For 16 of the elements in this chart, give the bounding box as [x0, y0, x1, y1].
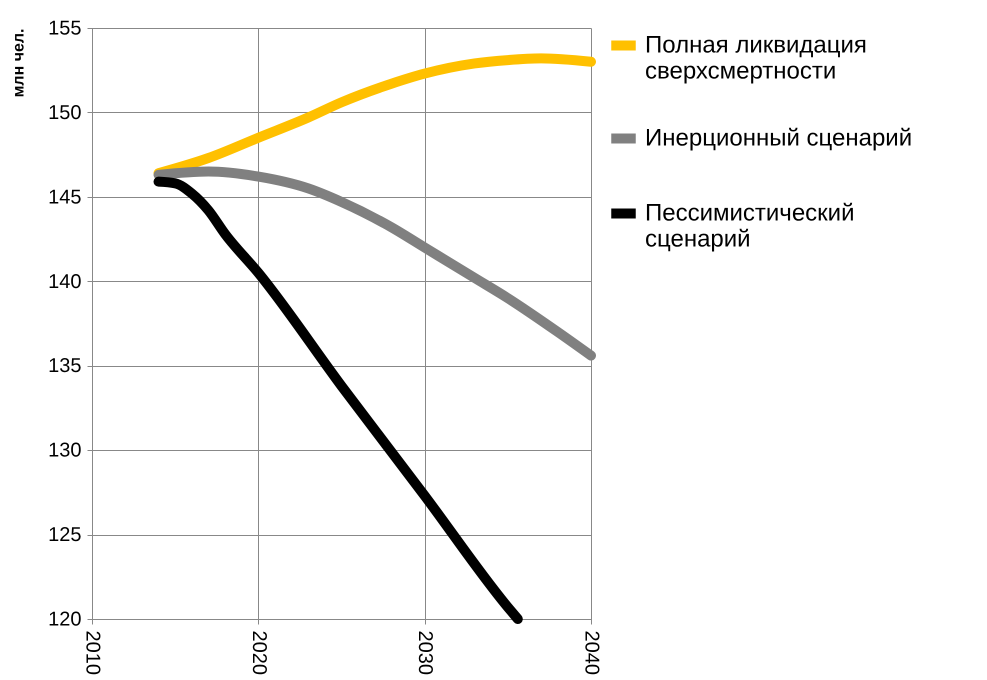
y-tick-label: 155	[48, 18, 82, 40]
y-tick-label: 150	[48, 102, 82, 124]
y-tick-label: 120	[48, 608, 82, 630]
y-tick-label: 135	[48, 355, 82, 378]
y-tick-label: 145	[48, 186, 82, 208]
y-tick-label: 125	[48, 524, 82, 546]
y-axis-title: млн чел.	[10, 28, 28, 98]
y-tick-label: 130	[48, 440, 82, 462]
legend-label: Инерционный сценарий	[645, 124, 912, 152]
y-tick-label: 140	[48, 270, 82, 293]
legend-label: Пессимистический сценарий	[645, 200, 854, 252]
x-tick-label: 2020	[248, 630, 270, 675]
x-tick-label: 2030	[414, 630, 436, 675]
legend-label: Полная ликвидация сверхсмертности	[645, 32, 867, 84]
x-tick-label: 2040	[580, 630, 602, 675]
x-tick-label: 2010	[82, 630, 104, 675]
